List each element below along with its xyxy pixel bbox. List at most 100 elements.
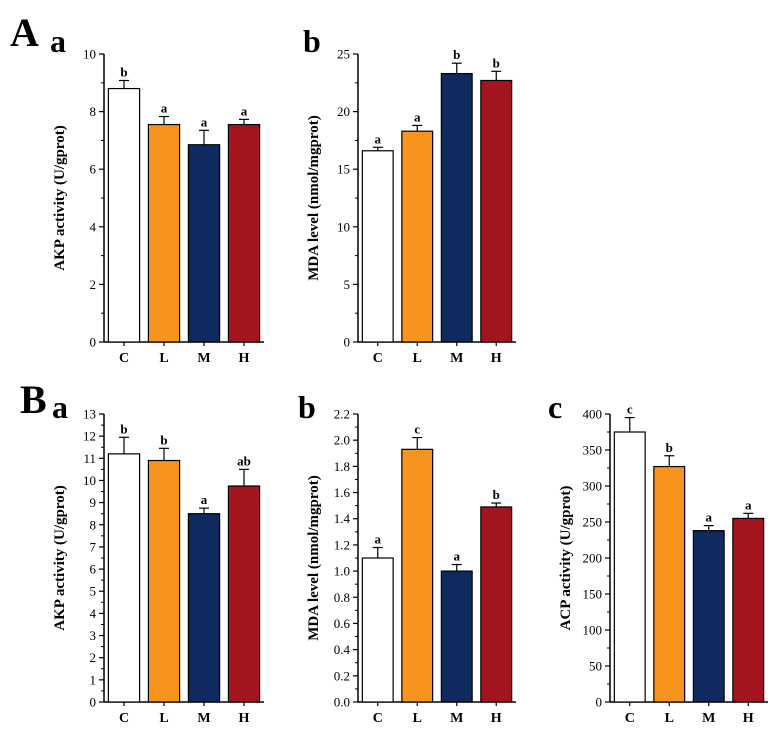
- significance-label: b: [493, 487, 500, 502]
- y-axis-label: MDA level (nmol/mgprot): [306, 475, 322, 641]
- bar-L: [401, 448, 434, 703]
- y-axis-label: ACP activity (U/gprot): [558, 486, 574, 631]
- bar-M: [440, 570, 473, 703]
- chart-A-b: b 0 5 10 15 20 25 MDA level (nmol/mgprot) a Ca Lb M…: [303, 23, 516, 366]
- bar-C: [361, 150, 394, 343]
- y-tick-label: 10: [337, 219, 350, 234]
- significance-label: b: [160, 432, 167, 447]
- bar-L: [653, 465, 686, 703]
- y-tick-label: 1.0: [334, 564, 350, 579]
- bar-C: [107, 87, 141, 343]
- bar-L: [401, 130, 434, 343]
- y-tick-label: 2.0: [334, 433, 350, 448]
- significance-label: a: [375, 532, 382, 547]
- bar-L: [147, 459, 181, 703]
- y-tick-label: 9: [90, 495, 97, 510]
- bar-C: [361, 557, 394, 703]
- y-tick-label: 12: [83, 429, 96, 444]
- chart-A-a: a 0 2 4 6 8 10 AKP activity (U/gprot) b Ca La Ma H: [50, 23, 264, 366]
- x-tick-label: C: [373, 351, 383, 366]
- y-tick-label: 2.2: [334, 407, 350, 422]
- y-tick-label: 1: [90, 672, 97, 687]
- x-tick-label: C: [373, 711, 383, 726]
- y-tick-label: 1.6: [334, 485, 351, 500]
- bar-H: [732, 517, 765, 703]
- y-axis-label: MDA level (nmol/mgprot): [306, 115, 322, 281]
- y-tick-label: 2: [90, 277, 97, 292]
- y-tick-label: 4: [90, 606, 97, 621]
- x-tick-label: H: [491, 711, 502, 726]
- bar-L: [147, 123, 181, 343]
- x-tick-label: M: [702, 711, 715, 726]
- x-tick-label: H: [239, 351, 250, 366]
- significance-label: a: [706, 510, 713, 525]
- panel-label-B: B: [20, 377, 47, 422]
- y-tick-label: 0.8: [334, 590, 350, 605]
- y-tick-label: 0.2: [334, 668, 350, 683]
- y-tick-label: 5: [90, 584, 97, 599]
- bar-C: [107, 453, 141, 703]
- x-tick-label: H: [491, 351, 502, 366]
- y-tick-label: 0.4: [334, 642, 351, 657]
- y-tick-label: 400: [583, 407, 603, 422]
- y-tick-label: 250: [583, 515, 603, 530]
- subpanel-label: a: [50, 23, 66, 59]
- subpanel-label: c: [548, 389, 562, 425]
- significance-label: a: [161, 100, 168, 115]
- y-tick-label: 25: [337, 47, 350, 62]
- y-tick-label: 0.0: [334, 695, 350, 710]
- x-tick-label: M: [197, 351, 210, 366]
- x-tick-label: M: [450, 351, 463, 366]
- significance-label: b: [120, 64, 127, 79]
- subpanel-label: b: [303, 23, 321, 59]
- y-tick-label: 15: [337, 162, 350, 177]
- y-tick-label: 13: [83, 407, 96, 422]
- y-tick-label: 0: [90, 335, 97, 350]
- significance-label: b: [120, 421, 127, 436]
- x-tick-label: C: [119, 351, 129, 366]
- significance-label: a: [201, 114, 208, 129]
- bar-H: [227, 123, 261, 343]
- y-tick-label: 20: [337, 104, 350, 119]
- y-tick-label: 0.6: [334, 616, 351, 631]
- y-tick-label: 100: [583, 623, 603, 638]
- y-axis-label: AKP activity (U/gprot): [52, 125, 68, 271]
- y-tick-label: 350: [583, 443, 603, 458]
- x-tick-label: M: [197, 711, 210, 726]
- significance-label: c: [627, 402, 633, 417]
- y-axis-label: AKP activity (U/gprot): [52, 485, 68, 631]
- y-tick-label: 2: [90, 650, 97, 665]
- significance-label: a: [454, 549, 461, 564]
- bar-M: [187, 513, 221, 703]
- bar-M: [187, 144, 221, 343]
- significance-label: b: [666, 440, 673, 455]
- y-tick-label: 8: [90, 104, 97, 119]
- x-tick-label: M: [450, 711, 463, 726]
- x-tick-label: C: [625, 711, 635, 726]
- significance-label: b: [493, 55, 500, 70]
- y-tick-label: 10: [83, 473, 96, 488]
- y-tick-label: 200: [583, 551, 603, 566]
- x-tick-label: L: [413, 351, 422, 366]
- chart-B-b: b 0.0 0.2 0.4 0.6 0.8 1.0 1.2 1.4 1.6 1.8 2.0 2.2 MDA…: [298, 389, 516, 726]
- y-tick-label: 4: [90, 219, 97, 234]
- subpanel-label: a: [52, 389, 68, 425]
- significance-label: a: [375, 131, 382, 146]
- y-tick-label: 6: [90, 562, 97, 577]
- chart-B-c: c 0 50 100 150 200 250 300 350 400 ACP activity (U…: [548, 389, 768, 726]
- y-tick-label: 150: [583, 587, 603, 602]
- x-tick-label: C: [119, 711, 129, 726]
- y-tick-label: 0: [344, 335, 351, 350]
- y-tick-label: 0: [596, 695, 603, 710]
- x-tick-label: H: [239, 711, 250, 726]
- significance-label: a: [745, 497, 752, 512]
- y-tick-label: 1.2: [334, 537, 350, 552]
- y-tick-label: 0: [90, 695, 97, 710]
- significance-label: b: [453, 47, 460, 62]
- bar-H: [480, 79, 513, 343]
- x-tick-label: L: [413, 711, 422, 726]
- y-tick-label: 3: [90, 628, 97, 643]
